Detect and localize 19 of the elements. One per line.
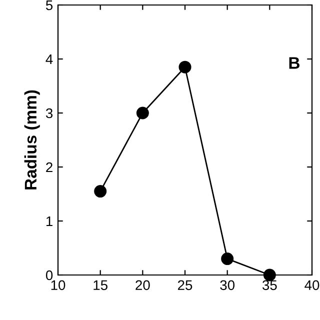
point [178,60,192,74]
y-tick-label: 2 [46,162,52,172]
y-tick-label: 1 [46,216,52,226]
point [221,252,234,266]
x-tick-label: 15 [94,280,108,290]
y-tick-label: 5 [46,0,53,10]
x-tick-label: 25 [178,280,192,290]
x-tick-label: 10 [51,280,66,290]
y-tick-label: 3 [46,108,53,118]
x-tick-label: 20 [136,280,150,290]
point [94,185,107,198]
annotation: B [289,57,300,69]
x-tick-label: 35 [262,280,277,290]
x-tick-label: 30 [220,280,235,290]
point [136,106,149,120]
y-tick-label: 4 [46,54,53,64]
y-axis-title: Radius (mm) [24,90,40,190]
x-tick-label: 40 [304,280,320,290]
y-tick-label: 0 [46,270,53,280]
